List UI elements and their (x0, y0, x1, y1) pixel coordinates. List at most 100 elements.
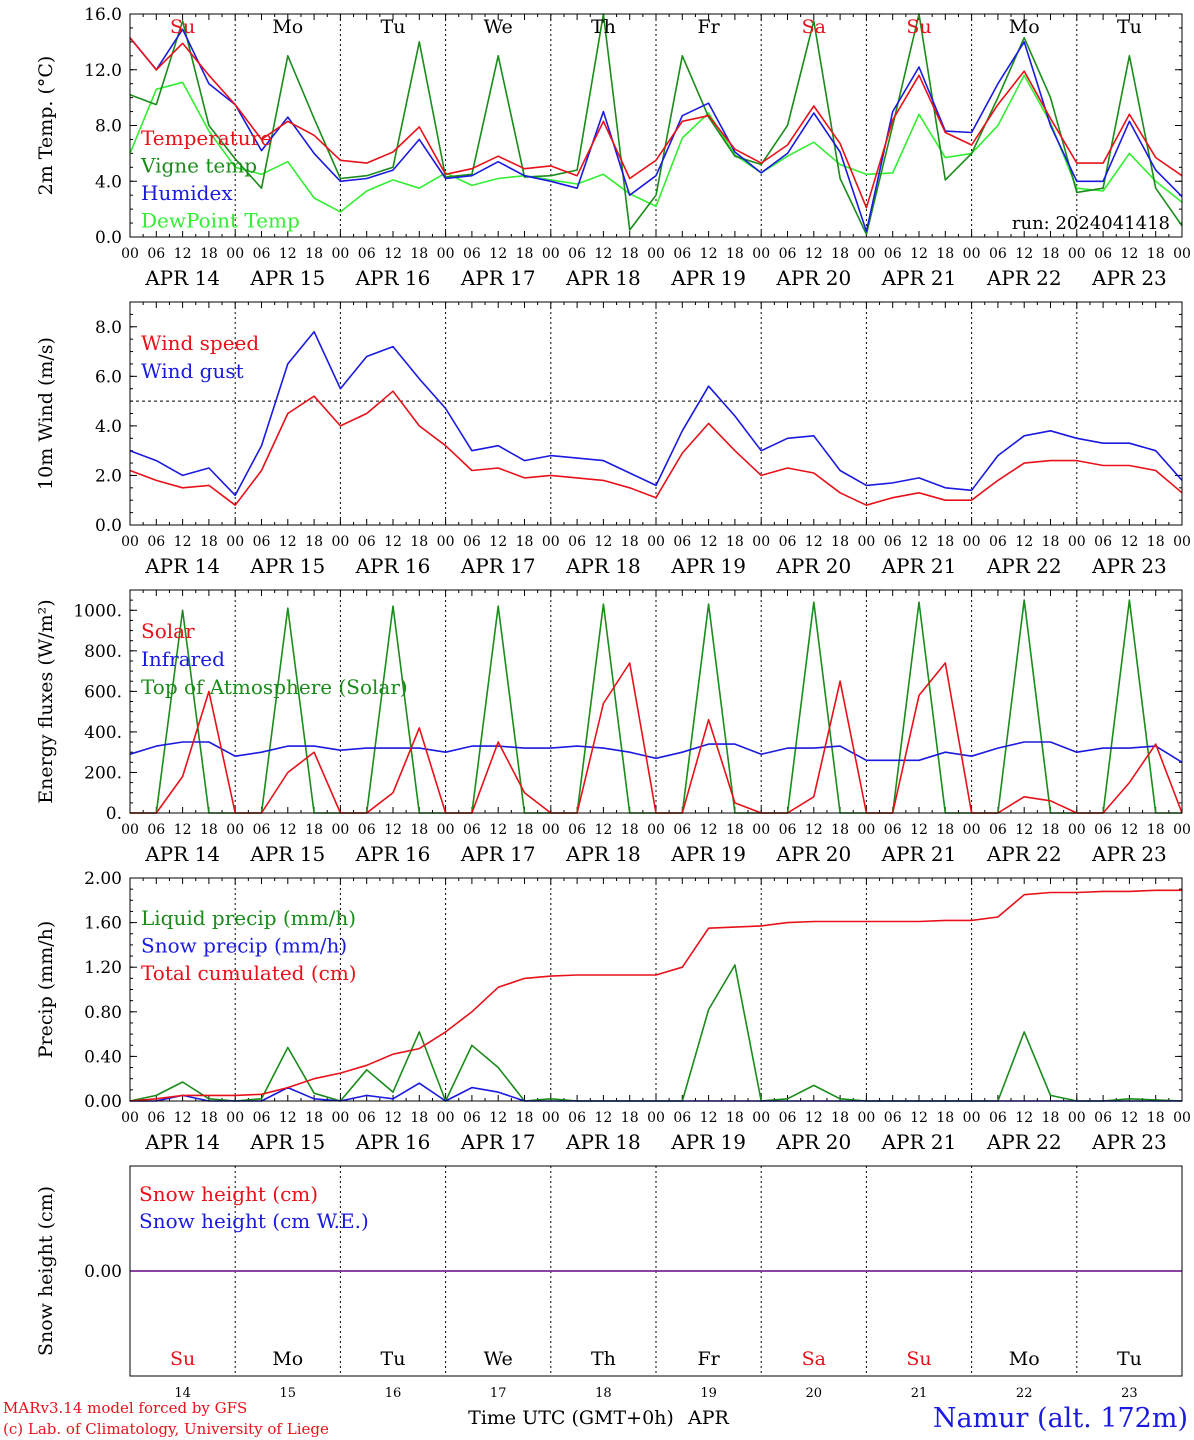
series-line-infrared (129, 741, 1183, 763)
hour-tick-label: 12 (174, 246, 192, 262)
legend-entry: Humidex (141, 181, 233, 205)
date-label: APR 20 (775, 842, 851, 866)
weekday-label: Tu (381, 16, 406, 38)
hour-tick-label: 06 (147, 822, 165, 838)
y-tick-label: 0.80 (84, 1003, 122, 1023)
day-number-label: 14 (174, 1386, 191, 1401)
y-tick-label: 2.0 (95, 466, 122, 486)
y-axis-title: Snow height (cm) (35, 1186, 57, 1356)
hour-tick-label: 00 (226, 534, 244, 550)
x-axis-title: Time UTC (GMT+0h) (468, 1407, 674, 1429)
hour-tick-label: 00 (857, 534, 875, 550)
hour-tick-label: 00 (226, 246, 244, 262)
date-label: APR 18 (565, 554, 641, 578)
hour-tick-label: 12 (910, 534, 928, 550)
hour-tick-label: 18 (1147, 246, 1165, 262)
hour-tick-label: 12 (700, 1110, 718, 1126)
hour-tick-label: 06 (463, 246, 481, 262)
hour-tick-label: 00 (331, 246, 349, 262)
hour-tick-label: 00 (542, 822, 560, 838)
date-label: APR 21 (881, 842, 957, 866)
day-number-label: 17 (490, 1386, 507, 1401)
credit-line: (c) Lab. of Climatology, University of L… (3, 1420, 329, 1438)
hour-tick-label: 18 (410, 246, 428, 262)
date-label: APR 17 (460, 554, 536, 578)
date-label: APR 15 (249, 554, 325, 578)
date-label: APR 18 (565, 1130, 641, 1154)
hour-tick-label: 12 (700, 534, 718, 550)
hour-tick-label: 00 (1068, 1110, 1086, 1126)
hour-tick-label: 06 (568, 1110, 586, 1126)
y-axis-title: 2m Temp. (°C) (35, 56, 57, 196)
weekday-label: We (484, 1348, 513, 1370)
hour-tick-label: 12 (1015, 1110, 1033, 1126)
hour-tick-label: 06 (253, 246, 271, 262)
hour-tick-label: 06 (1094, 822, 1112, 838)
legend-entry: Snow height (cm W.E.) (139, 1209, 369, 1233)
hour-tick-label: 06 (147, 534, 165, 550)
day-number-label: 16 (385, 1386, 402, 1401)
hour-tick-label: 18 (1042, 246, 1060, 262)
weekday-label: Fr (697, 16, 720, 38)
hour-tick-label: 00 (857, 1110, 875, 1126)
panel-frame (129, 877, 1183, 1102)
weekday-label: Su (170, 16, 195, 38)
series-line-temperature (129, 37, 1183, 209)
hour-tick-label: 06 (673, 822, 691, 838)
day-number-label: 20 (806, 1386, 823, 1401)
hour-tick-label: 00 (647, 822, 665, 838)
hour-tick-label: 00 (1068, 534, 1086, 550)
weekday-label: Su (170, 1348, 195, 1370)
hour-tick-label: 18 (516, 246, 534, 262)
weekday-label: Mo (272, 1348, 303, 1370)
date-label: APR 20 (775, 554, 851, 578)
hour-tick-label: 06 (253, 534, 271, 550)
hour-tick-label: 00 (437, 534, 455, 550)
weekday-label: Mo (1009, 16, 1040, 38)
hour-tick-label: 12 (279, 822, 297, 838)
hour-tick-label: 00 (647, 246, 665, 262)
legend-entry: Infrared (141, 647, 225, 671)
hour-tick-label: 06 (147, 246, 165, 262)
hour-tick-label: 12 (700, 246, 718, 262)
weekday-label: We (484, 16, 513, 38)
date-label: APR 23 (1091, 266, 1167, 290)
series-line-vigne-temp (129, 13, 1183, 235)
legend-entry: DewPoint Temp (141, 209, 300, 233)
hour-tick-label: 18 (1042, 534, 1060, 550)
credit-line: MARv3.14 model forced by GFS (3, 1399, 247, 1417)
hour-tick-label: 12 (384, 822, 402, 838)
hour-tick-label: 18 (410, 1110, 428, 1126)
day-number-label: 21 (911, 1386, 928, 1401)
hour-tick-label: 18 (305, 246, 323, 262)
hour-tick-label: 18 (726, 246, 744, 262)
y-tick-label: 0.00 (84, 1262, 122, 1282)
hour-tick-label: 12 (805, 246, 823, 262)
run-label: run: 2024041418 (1012, 213, 1170, 234)
y-tick-label: 400. (84, 723, 122, 743)
weekday-label: Mo (272, 16, 303, 38)
hour-tick-label: 12 (1015, 822, 1033, 838)
hour-tick-label: 12 (594, 1110, 612, 1126)
hour-tick-label: 00 (752, 534, 770, 550)
weekday-label: Tu (1117, 1348, 1142, 1370)
hour-tick-label: 18 (831, 822, 849, 838)
x-axis-month: APR (687, 1407, 730, 1429)
hour-tick-label: 18 (936, 822, 954, 838)
y-tick-label: 8.0 (95, 318, 122, 338)
hour-tick-label: 18 (305, 534, 323, 550)
date-label: APR 19 (670, 266, 746, 290)
hour-tick-label: 12 (1120, 534, 1138, 550)
hour-tick-label: 06 (989, 822, 1007, 838)
y-axis-title: Energy fluxes (W/m²) (35, 599, 57, 803)
hour-tick-label: 18 (305, 1110, 323, 1126)
hour-tick-label: 06 (989, 1110, 1007, 1126)
weekday-label: Tu (381, 1348, 406, 1370)
hour-tick-label: 06 (884, 822, 902, 838)
date-label: APR 18 (565, 842, 641, 866)
weekday-label: Sa (802, 1348, 826, 1370)
hour-tick-label: 06 (779, 822, 797, 838)
hour-tick-label: 18 (726, 822, 744, 838)
legend-entry: Wind speed (141, 331, 259, 355)
hour-tick-label: 00 (647, 534, 665, 550)
